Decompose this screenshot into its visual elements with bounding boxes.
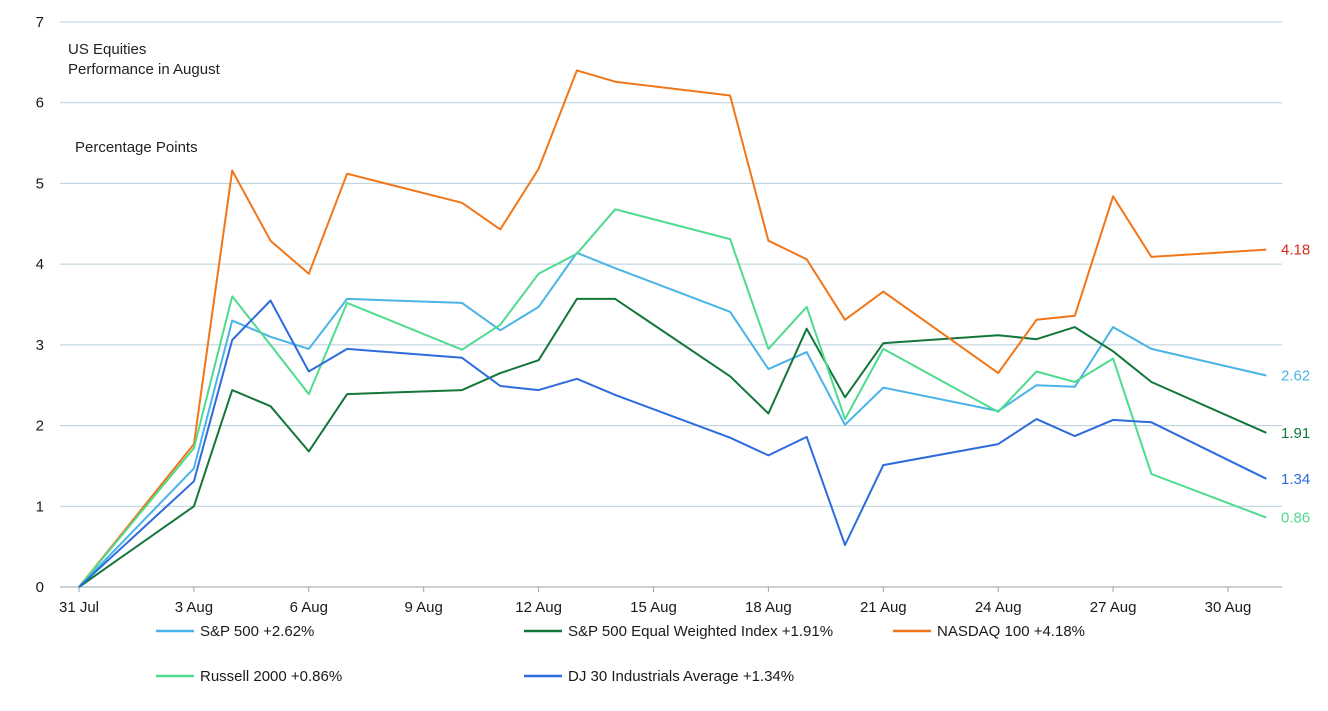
- x-tick-label: 21 Aug: [860, 599, 907, 616]
- x-axis-ticks: 31 Jul 3 Aug 6 Aug 9 Aug 12 Aug 15 Aug 18 Aug 2…: [59, 587, 1251, 616]
- legend-entry-3: Russell 2000 +0.86%: [200, 668, 342, 685]
- y-tick-label: 5: [36, 175, 44, 192]
- series-line-0: [78, 251, 1267, 588]
- x-tick-label: 6 Aug: [290, 599, 328, 616]
- chart-subtitle: Performance in August: [68, 61, 221, 78]
- x-tick-label: 3 Aug: [175, 599, 213, 616]
- series-line-2: [78, 69, 1267, 588]
- series-line-3: [78, 208, 1267, 588]
- y-tick-label: 3: [36, 337, 44, 354]
- y-tick-label: 2: [36, 418, 44, 435]
- end-value-label-0: 2.62: [1281, 368, 1310, 385]
- x-tick-label: 27 Aug: [1090, 599, 1137, 616]
- legend-entry-4: DJ 30 Industrials Average +1.34%: [568, 668, 794, 685]
- end-value-label-1: 1.91: [1281, 425, 1310, 442]
- end-value-label-4: 1.34: [1281, 471, 1310, 488]
- y-tick-label: 1: [36, 498, 44, 515]
- end-value-labels: 2.62 1.91 4.18 0.86 1.34: [1281, 242, 1310, 527]
- series-line-4: [78, 299, 1267, 588]
- series-lines: [78, 69, 1267, 588]
- x-tick-label: 15 Aug: [630, 599, 677, 616]
- legend-entry-0: S&P 500 +2.62%: [200, 623, 314, 640]
- x-tick-label: 30 Aug: [1205, 599, 1252, 616]
- legend: S&P 500 +2.62% S&P 500 Equal Weighted Ind…: [156, 623, 1085, 685]
- x-tick-label: 9 Aug: [405, 599, 443, 616]
- x-tick-label: 31 Jul: [59, 599, 99, 616]
- y-tick-label: 6: [36, 95, 44, 112]
- end-value-label-2: 4.18: [1281, 242, 1310, 259]
- chart-title: US Equities: [68, 41, 146, 58]
- y-axis-ticks: 0 1 2 3 4 5 6 7: [36, 14, 44, 596]
- y-tick-label: 4: [36, 256, 44, 273]
- x-tick-label: 24 Aug: [975, 599, 1022, 616]
- legend-entry-2: NASDAQ 100 +4.18%: [937, 623, 1085, 640]
- y-tick-label: 7: [36, 14, 44, 31]
- legend-entry-1: S&P 500 Equal Weighted Index +1.91%: [568, 623, 833, 640]
- y-axis-label: Percentage Points: [75, 139, 198, 156]
- x-tick-label: 12 Aug: [515, 599, 562, 616]
- x-tick-label: 18 Aug: [745, 599, 792, 616]
- series-line-1: [78, 297, 1267, 588]
- grid-lines: [60, 21, 1282, 588]
- y-tick-label: 0: [36, 579, 44, 596]
- end-value-label-3: 0.86: [1281, 510, 1310, 527]
